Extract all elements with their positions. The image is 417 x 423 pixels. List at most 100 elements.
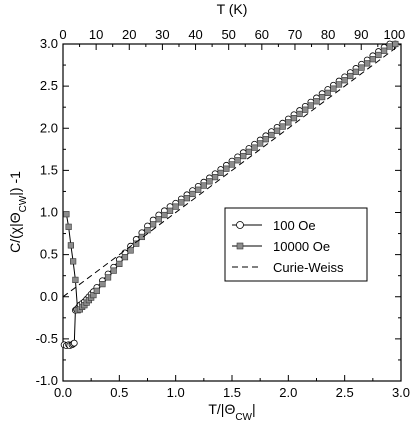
data-point-filled-square <box>116 260 123 267</box>
top-tick-label: 90 <box>354 27 368 42</box>
top-tick-label: 0 <box>59 27 66 42</box>
y-tick-label: 2.0 <box>40 120 58 135</box>
y-tick-label: 0.0 <box>40 289 58 304</box>
data-point-filled-square <box>195 186 202 193</box>
data-point-filled-square <box>234 157 241 164</box>
data-point-filled-square <box>183 195 191 202</box>
data-point-filled-square <box>99 281 106 288</box>
data-point-filled-square <box>307 102 314 109</box>
data-point-filled-square <box>104 274 112 281</box>
y-tick-label: -1.0 <box>36 373 58 388</box>
series-line <box>62 43 402 298</box>
series-100-oe <box>60 40 399 350</box>
data-point-filled-square <box>138 233 145 241</box>
data-point-filled-square <box>392 40 399 48</box>
y-tick-label: 3.0 <box>40 36 58 51</box>
data-point-filled-square <box>330 85 337 92</box>
legend: 100 Oe 10000 Oe Curie-Weiss <box>224 207 368 282</box>
data-point-filled-square <box>335 81 343 88</box>
y-tick-label: 1.5 <box>40 162 58 177</box>
data-point-filled-square <box>110 267 117 274</box>
data-point-filled-square <box>358 64 365 71</box>
y-axis-title: C/(χ|ΘCW|) -1 <box>7 171 29 253</box>
x-axis-title: T/|ΘCW| <box>208 401 255 423</box>
top-tick-label: 20 <box>122 27 136 42</box>
x-tick-label: 0.5 <box>110 385 128 400</box>
y-tick-label: 0.5 <box>40 247 58 262</box>
top-tick-label: 100 <box>384 27 406 42</box>
data-point-filled-square <box>121 254 129 261</box>
data-point-filled-square <box>127 247 134 254</box>
data-point-filled-square <box>90 291 97 299</box>
x-tick-label: 1.5 <box>223 385 241 400</box>
data-point-filled-square <box>217 169 224 177</box>
top-tick-label: 70 <box>288 27 302 42</box>
data-point-filled-square <box>133 240 140 247</box>
top-tick-label: 50 <box>221 27 235 42</box>
data-point-filled-square <box>72 276 79 284</box>
data-point-filled-square <box>296 110 303 118</box>
data-point-filled-square <box>212 174 219 181</box>
data-point-filled-square <box>285 119 292 126</box>
legend-entry: 10000 Oe <box>232 239 330 254</box>
data-point-filled-square <box>63 211 70 218</box>
data-point-filled-square <box>273 127 281 134</box>
x-tick-label: 2.0 <box>279 385 297 400</box>
top-tick-label: 40 <box>188 27 202 42</box>
data-point-filled-square <box>364 60 371 67</box>
legend-label: Curie-Weiss <box>273 260 344 275</box>
data-point-filled-square <box>150 221 157 228</box>
data-point-filled-square <box>228 161 236 168</box>
legend-entry: 100 Oe <box>232 218 316 233</box>
data-point-filled-square <box>223 165 230 172</box>
x-tick-label: 0.0 <box>54 385 72 400</box>
data-point-filled-square <box>172 203 179 210</box>
data-point-filled-square <box>65 223 72 230</box>
data-point-filled-square <box>302 106 309 113</box>
data-point-filled-square <box>144 227 151 234</box>
data-point-filled-square <box>251 144 258 151</box>
data-point-filled-square <box>341 77 348 84</box>
data-point-filled-square <box>70 258 77 265</box>
data-point-filled-square <box>161 211 168 219</box>
data-point-filled-square <box>268 131 275 139</box>
data-point-filled-square <box>380 47 388 54</box>
y-tick-label: 2.5 <box>40 78 58 93</box>
data-point-filled-square <box>240 152 247 160</box>
data-point-filled-square <box>155 216 162 223</box>
data-point-filled-square <box>93 287 100 294</box>
data-point-filled-square <box>67 242 74 249</box>
data-point-filled-square <box>386 43 393 50</box>
data-point-filled-square <box>200 182 207 189</box>
x-tick-label: 3.0 <box>392 385 410 400</box>
series-layer <box>60 40 402 350</box>
data-point-filled-square <box>290 115 298 122</box>
series-10000-oe <box>63 40 399 314</box>
x-tick-label: 1.0 <box>167 385 185 400</box>
legend-entry: Curie-Weiss <box>232 260 344 275</box>
top-tick-label: 60 <box>255 27 269 42</box>
legend-marker <box>236 242 244 250</box>
data-point-filled-square <box>178 199 185 206</box>
x-tick-label: 2.5 <box>336 385 354 400</box>
top-tick-label: 80 <box>321 27 335 42</box>
data-point-filled-square <box>206 178 213 185</box>
legend-label: 10000 Oe <box>273 239 330 254</box>
data-point-filled-square <box>257 140 264 147</box>
axis-ticks: 0.0 0.5 1.0 1.5 2.0 2.5 3.00 10 20 30 40 50 60 70 80 90… <box>36 27 410 400</box>
legend-marker <box>236 221 244 229</box>
data-point-filled-square <box>375 51 382 59</box>
top-axis-title: T (K) <box>217 1 248 17</box>
data-point-filled-square <box>262 136 269 143</box>
y-tick-label: 1.0 <box>40 205 58 220</box>
data-point-filled-square <box>245 148 253 155</box>
data-point-filled-square <box>319 93 326 101</box>
top-tick-label: 30 <box>155 27 169 42</box>
legend-box <box>224 207 368 282</box>
data-point-filled-square <box>189 190 196 198</box>
data-point-filled-square <box>369 56 376 63</box>
data-point-filled-square <box>352 68 360 75</box>
data-point-open-circle <box>70 339 78 347</box>
data-point-filled-square <box>313 98 320 105</box>
